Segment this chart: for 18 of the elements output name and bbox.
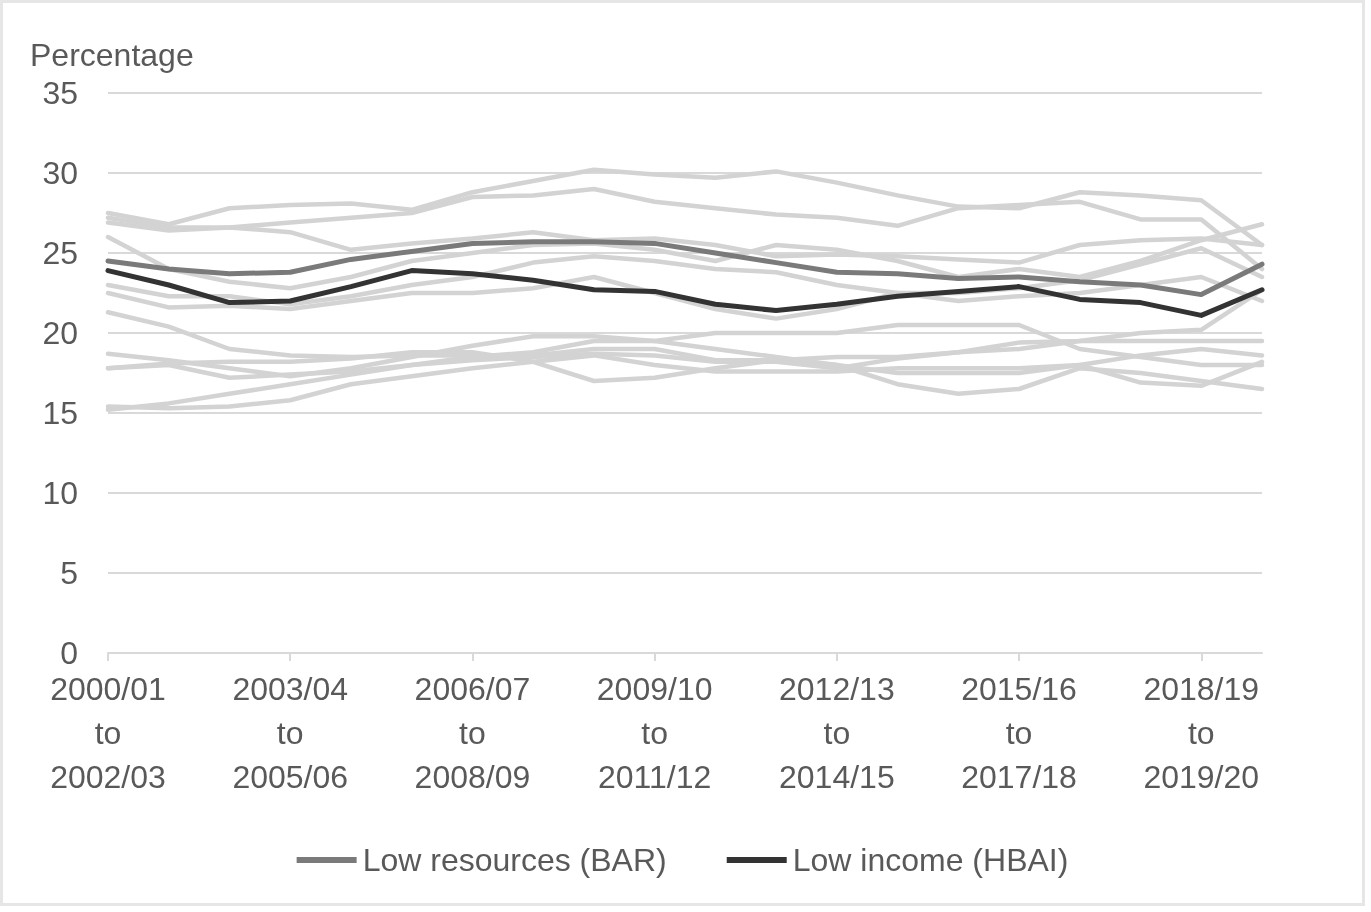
x-tick-label: 2009/10 to 2011/12 xyxy=(596,671,713,795)
x-tick-label: 2018/19 to 2019/20 xyxy=(1143,671,1260,795)
y-tick-label: 25 xyxy=(42,235,78,271)
y-axis-title: Percentage xyxy=(30,37,194,73)
y-tick-label: 35 xyxy=(42,75,78,111)
y-tick-label: 15 xyxy=(42,395,78,431)
legend-label: Low income (HBAI) xyxy=(792,842,1069,878)
y-tick-label: 20 xyxy=(42,315,78,351)
x-tick-label: 2003/04 to 2005/06 xyxy=(232,671,349,795)
x-tick-label: 2000/01 to 2002/03 xyxy=(50,671,166,795)
y-tick-label: 5 xyxy=(60,555,78,591)
legend-label: Low resources (BAR) xyxy=(362,842,667,878)
x-tick-label: 2006/07 to 2008/09 xyxy=(414,671,531,795)
x-tick-label: 2012/13 to 2014/15 xyxy=(779,671,895,795)
y-tick-label: 0 xyxy=(60,635,78,671)
y-tick-label: 10 xyxy=(42,475,78,511)
y-tick-label: 30 xyxy=(42,155,78,191)
x-tick-label: 2015/16 to 2017/18 xyxy=(961,671,1077,795)
